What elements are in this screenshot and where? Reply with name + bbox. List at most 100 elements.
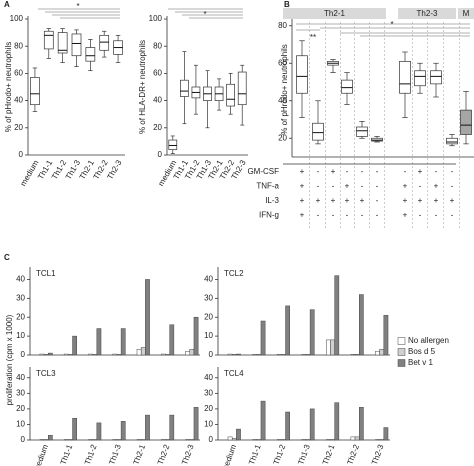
bar (276, 354, 282, 356)
legend-label: No allergen (408, 336, 449, 345)
box (168, 139, 178, 150)
y-tick-label: 40 (204, 275, 213, 284)
y-axis-title: % of HLA-DR+ neutrophils (138, 40, 147, 134)
y-tick-label: 10 (204, 331, 213, 340)
x-tick-label: Th1-3 (296, 443, 312, 466)
box (71, 33, 82, 57)
legend-swatch (397, 337, 406, 345)
bar (185, 350, 191, 356)
y-tick-label: 0 (158, 150, 163, 159)
y-tick-label: 20 (278, 133, 287, 142)
y-tick-label: 0 (19, 150, 24, 159)
y-axis-title: % of pHrodo+ neutrophils (4, 42, 13, 133)
box (30, 77, 40, 106)
y-tick-label: 60 (278, 58, 287, 67)
bar (39, 353, 45, 356)
bar (63, 353, 69, 356)
box (399, 61, 411, 94)
bar (305, 354, 311, 356)
condition-cell: + (418, 196, 423, 205)
condition-cell: - (435, 211, 438, 220)
condition-cell: - (451, 167, 454, 176)
condition-cell: - (332, 211, 335, 220)
x-tick-label: medium (32, 443, 50, 466)
y-tick-label: 100 (149, 14, 163, 23)
bar (354, 354, 360, 356)
bar (189, 349, 195, 356)
condition-cell: + (331, 196, 336, 205)
bar (383, 427, 389, 441)
condition-cell: + (300, 182, 305, 191)
bar (358, 294, 364, 356)
x-tick-label: Th2-3 (105, 158, 124, 181)
y-tick-label: 30 (16, 388, 25, 397)
x-tick-label: medium (220, 443, 238, 466)
condition-cell: + (300, 211, 305, 220)
condition-cell: - (376, 196, 379, 205)
bar (72, 335, 77, 356)
legend-label: Bet v 1 (408, 358, 433, 367)
bar (193, 316, 199, 356)
x-tick-label: Th2-2 (345, 443, 361, 466)
y-tick-label: 80 (153, 41, 162, 50)
condition-cell: + (403, 196, 408, 205)
y-tick-label: 30 (204, 388, 213, 397)
condition-cell: - (346, 211, 349, 220)
condition-label: GM-CSF (247, 167, 279, 176)
condition-cell: - (404, 167, 407, 176)
legend-label: Bos d 5 (408, 347, 436, 356)
chart-title: TCL1 (36, 269, 56, 278)
bar (96, 422, 102, 441)
group-header (398, 8, 456, 19)
y-tick-label: 20 (153, 123, 162, 132)
bar (68, 354, 73, 356)
condition-cell: - (376, 182, 379, 191)
y-tick-label: 20 (16, 404, 25, 413)
bar (379, 349, 385, 356)
bar (161, 353, 166, 356)
bar (227, 436, 233, 441)
bar (236, 428, 241, 441)
y-axis-title: % of pHrodo+ neutrophils (280, 44, 289, 135)
condition-cell: + (316, 196, 321, 205)
group-header (458, 8, 474, 19)
condition-cell: + (300, 196, 305, 205)
group-label: M (463, 9, 470, 18)
y-tick-label: 0 (21, 435, 26, 444)
x-tick-label: Th1-3 (107, 443, 123, 466)
bar (350, 354, 356, 356)
y-tick-label: 40 (16, 373, 25, 382)
panel-label: B (284, 0, 290, 9)
bar (136, 349, 142, 356)
panel-label: A (4, 0, 10, 9)
y-tick-label: 40 (204, 373, 213, 382)
condition-cell: - (419, 182, 422, 191)
y-tick-label: 40 (16, 275, 25, 284)
condition-cell: - (376, 211, 379, 220)
box (237, 71, 247, 106)
bar (334, 275, 340, 356)
condition-cell: + (450, 196, 455, 205)
condition-cell: - (317, 182, 320, 191)
box (296, 55, 308, 94)
bar (112, 353, 118, 356)
bar (145, 414, 150, 441)
annotation: * (203, 10, 206, 19)
y-tick-label: 20 (204, 312, 213, 321)
condition-cell: + (434, 196, 439, 205)
y-tick-label: 20 (14, 123, 23, 132)
condition-cell: + (360, 196, 365, 205)
bar (231, 438, 237, 441)
bar (260, 400, 266, 441)
bar (145, 279, 150, 356)
y-tick-label: 20 (204, 404, 213, 413)
x-tick-label: Th1-1 (59, 443, 75, 466)
condition-cell: + (418, 167, 423, 176)
condition-label: IFN-g (259, 211, 279, 220)
condition-cell: + (403, 211, 408, 220)
bar (285, 411, 290, 441)
bar (256, 354, 262, 356)
box (180, 79, 189, 97)
box (312, 122, 324, 141)
annotation: ** (310, 33, 316, 42)
